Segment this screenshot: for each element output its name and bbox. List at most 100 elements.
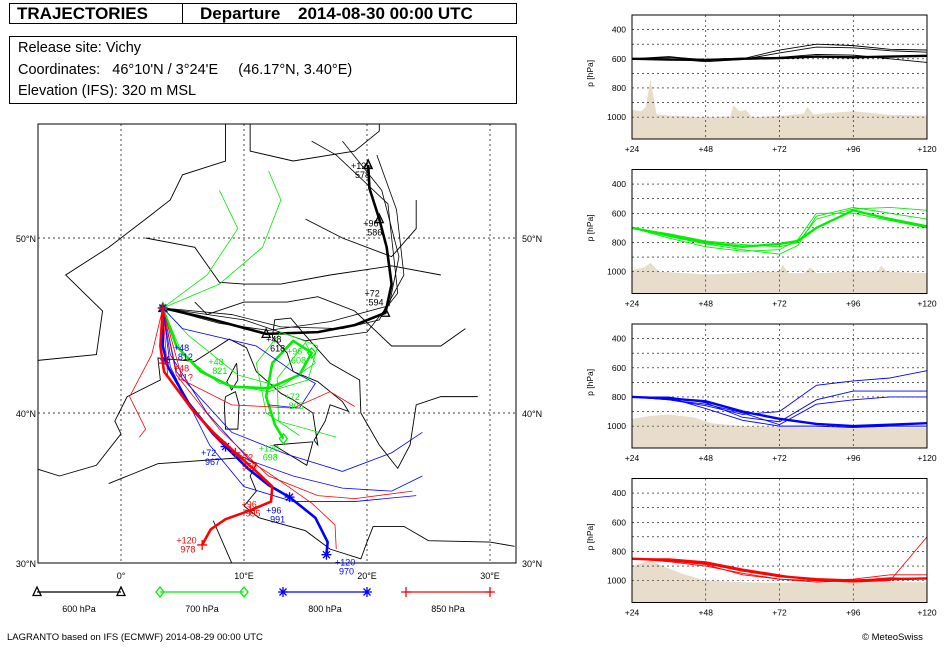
y-axis-label: p [hPa] — [585, 369, 595, 396]
coastline — [194, 296, 466, 347]
y-tick-label: 800 — [612, 392, 626, 402]
trajectory-pressure-label: 967 — [205, 457, 220, 467]
trajectory-time-label: +48 — [208, 357, 223, 367]
trajectory-main-line — [161, 307, 313, 440]
profile-member-line — [632, 370, 927, 415]
x-tick-label: +120 — [917, 144, 936, 154]
lat-label-left: 30°N — [16, 559, 36, 569]
coastline — [145, 237, 441, 285]
y-tick-label: 600 — [612, 208, 626, 218]
y-tick-label: 800 — [612, 237, 626, 247]
star-marker — [160, 354, 171, 365]
x-tick-label: +24 — [625, 608, 640, 618]
trajectory-time-label: +48 — [174, 364, 189, 374]
elevation: Elevation (IFS): 320 m MSL — [18, 83, 197, 99]
trajectory-time-label: +120 — [259, 443, 279, 453]
panel-frame — [631, 169, 928, 294]
x-tick-label: +24 — [625, 144, 640, 154]
release-site: Release site: Vichy — [18, 40, 142, 56]
trajectory-member-line — [162, 307, 316, 409]
trajectory-time-label: +96 — [266, 505, 281, 515]
coastline — [223, 391, 240, 430]
map-frame — [37, 123, 517, 564]
trajectory-member-line — [162, 307, 355, 409]
x-tick-label: +72 — [772, 608, 787, 618]
coastline — [38, 124, 380, 477]
trajectory-member-line — [162, 190, 239, 309]
trajectory-member-line — [129, 307, 164, 438]
trajectory-pressure-label: 970 — [339, 567, 354, 577]
x-tick-label: +48 — [699, 608, 714, 618]
profile-member-line — [632, 558, 927, 582]
legend-label: 600 hPa — [62, 604, 96, 614]
lon-label: 0° — [117, 571, 126, 581]
plus-marker — [197, 539, 208, 550]
panel-content — [632, 169, 927, 294]
trajectory-time-label: +72 — [285, 392, 300, 402]
departure-time: 2014-08-30 00:00 UTC — [298, 4, 473, 23]
x-tick-label: +96 — [846, 608, 861, 618]
star-marker — [362, 587, 372, 597]
panel-content — [632, 478, 927, 603]
x-tick-label: +72 — [772, 299, 787, 309]
plus-marker — [230, 447, 241, 458]
y-axis-label: p [hPa] — [585, 523, 595, 550]
x-tick-label: +96 — [846, 299, 861, 309]
trajectory-time-label: +48 — [174, 343, 189, 353]
triangle-marker — [374, 212, 385, 224]
lat-label-left: 40°N — [16, 409, 36, 419]
trajectory-pressure-label: 578 — [355, 170, 370, 180]
trajectory-pressure-label: 955 — [242, 462, 257, 472]
profile-main-line — [632, 395, 927, 428]
copyright: © MeteoSwiss — [862, 632, 923, 643]
trajectory-time-label: +120 — [176, 536, 196, 546]
pressure-profile-panel-2 — [631, 169, 928, 294]
lat-label-left: 50°N — [16, 234, 36, 244]
lat-label-right: 40°N — [522, 409, 542, 419]
y-axis-label: p [hPa] — [585, 60, 595, 87]
trajectory-pressure-label: 978 — [180, 545, 195, 555]
x-tick-label: +120 — [917, 453, 936, 463]
trajectory-pressure-label: 991 — [270, 514, 285, 524]
x-tick-label: +48 — [699, 144, 714, 154]
coastline — [305, 200, 417, 258]
profile-main-line — [632, 209, 927, 249]
star-marker — [284, 492, 295, 503]
panel-frame — [631, 323, 928, 449]
trajectory-pressure-label: 698 — [263, 452, 278, 462]
lat-label-right: 30°N — [522, 559, 542, 569]
x-tick-label: +72 — [772, 144, 787, 154]
panel-frame — [631, 478, 928, 603]
plus-marker — [401, 587, 411, 597]
y-tick-label: 1000 — [607, 576, 626, 586]
trajectory-time-label: +72 — [238, 453, 253, 463]
star-marker — [220, 441, 231, 452]
triangle-marker — [115, 585, 127, 597]
trajectory-member-line — [162, 307, 413, 499]
triangle-marker — [261, 327, 272, 339]
terrain-area — [632, 79, 927, 139]
profile-member-line — [632, 206, 927, 255]
pressure-profile-panel-3 — [631, 323, 928, 449]
diamond-marker — [155, 585, 165, 599]
x-tick-label: +24 — [625, 299, 640, 309]
x-tick-label: +24 — [625, 453, 640, 463]
diamond-marker — [239, 585, 249, 599]
trajectory-main-line — [159, 307, 274, 546]
trajectory-time-label: +72 — [201, 448, 216, 458]
trajectory-member-line — [162, 307, 423, 472]
title-bar: TRAJECTORIES Departure 2014-08-30 00:00 … — [9, 3, 517, 24]
panel-frame — [631, 14, 928, 140]
x-tick-label: +48 — [699, 299, 714, 309]
trajectory-pressure-label: 586 — [367, 228, 382, 238]
trajectory-time-label: +120 — [335, 558, 355, 568]
pressure-profile-panel-1 — [631, 14, 928, 140]
